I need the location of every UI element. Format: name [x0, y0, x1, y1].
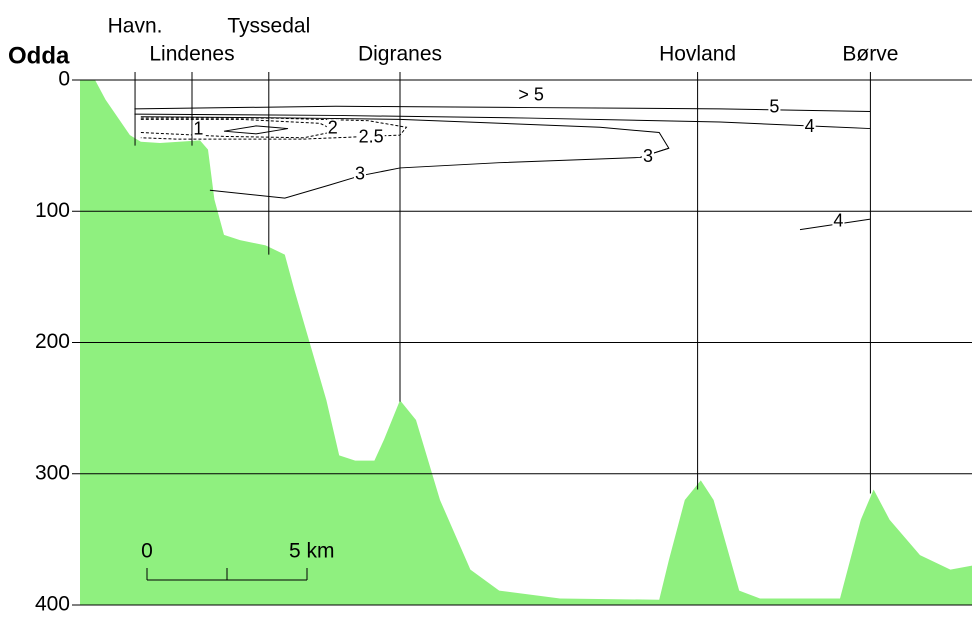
y-tick-label: 300 [35, 461, 70, 484]
chart-title: Odda [8, 42, 70, 69]
station-label: Havn. [108, 15, 163, 38]
contour-line [134, 105, 871, 112]
scale-bar-label: 5 km [289, 540, 335, 563]
contour-label-bg [326, 119, 339, 136]
station-label: Tyssedal [227, 15, 310, 38]
y-tick-label: 0 [58, 68, 70, 91]
station-label: Hovland [659, 43, 736, 66]
contour-label: 2 [328, 117, 338, 137]
contour-label-bg [832, 212, 845, 229]
contour-label: 3 [643, 146, 653, 166]
contour-label: 2.5 [359, 127, 384, 147]
annotation: > 5 [518, 85, 544, 105]
contour-label: 3 [355, 163, 365, 183]
y-tick-label: 400 [35, 593, 70, 616]
y-tick-label: 200 [35, 330, 70, 353]
station-label: Børve [842, 43, 898, 66]
y-tick-label: 100 [35, 199, 70, 222]
contour-label-bg [192, 120, 205, 137]
contour-label: 5 [769, 96, 779, 116]
contour-label: 4 [805, 116, 815, 136]
contour-line [223, 125, 289, 135]
station-label: Digranes [358, 43, 442, 66]
contour-label-bg [357, 128, 385, 145]
station-label: Lindenes [149, 43, 234, 66]
contour-line [134, 113, 871, 130]
contour-label: 1 [193, 119, 203, 139]
contour-label: 4 [833, 211, 843, 231]
contour-line [140, 116, 670, 199]
scale-bar-label: 0 [141, 540, 153, 563]
contour-label-bg [803, 118, 816, 134]
contour-line [140, 117, 408, 140]
contour-label-bg [768, 98, 781, 115]
contour-label-bg [641, 148, 655, 165]
contour-label-bg [353, 165, 367, 182]
